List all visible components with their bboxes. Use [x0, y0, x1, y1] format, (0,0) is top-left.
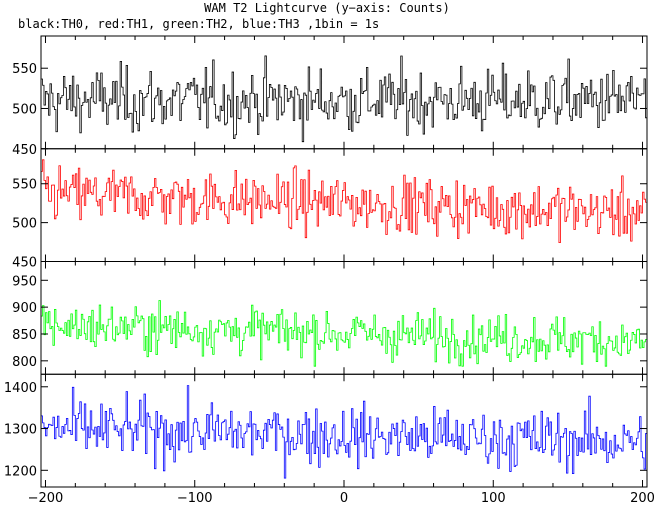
y-tick-label: 450	[12, 256, 37, 271]
series-th1	[41, 159, 647, 244]
y-tick-label: 1200	[4, 464, 37, 479]
x-tick-label: 0	[340, 491, 348, 505]
x-tick-label: 200	[630, 491, 654, 505]
x-tick-label: 100	[481, 491, 506, 505]
y-tick-label: 850	[12, 328, 37, 343]
y-tick-label: 800	[12, 355, 37, 370]
y-tick-label: 450	[12, 143, 37, 158]
y-tick-label: 900	[12, 301, 37, 316]
series-th0	[41, 55, 647, 143]
y-tick-label: 550	[12, 178, 37, 193]
y-tick-label: 1300	[4, 423, 37, 438]
y-tick-label: 500	[12, 102, 37, 117]
series-th2	[41, 300, 647, 367]
chart-subtitle: black:TH0, red:TH1, green:TH2, blue:TH3 …	[18, 17, 380, 31]
series-th3	[41, 385, 647, 479]
y-tick-label: 500	[12, 217, 37, 232]
chart-title: WAM T2 Lightcurve (y−axis: Counts)	[204, 1, 450, 15]
x-tick-label: −100	[177, 491, 213, 505]
y-tick-label: 1400	[4, 381, 37, 396]
x-tick-label: −200	[28, 491, 64, 505]
y-tick-label: 950	[12, 274, 37, 289]
y-tick-label: 550	[12, 62, 37, 77]
